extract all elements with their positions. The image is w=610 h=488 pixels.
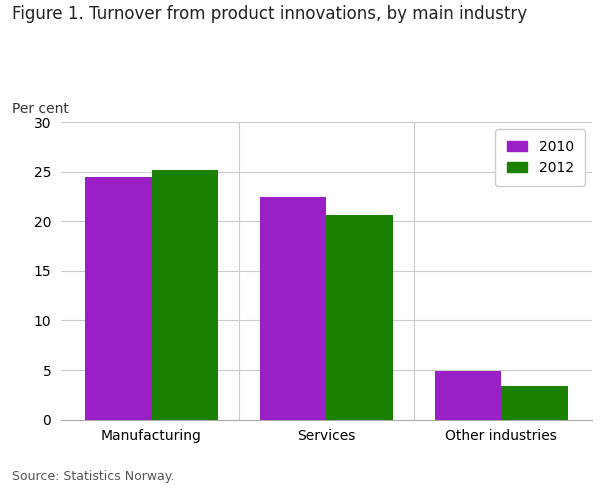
Bar bbox=[151, 170, 218, 420]
Bar bbox=[260, 198, 326, 420]
Bar bbox=[85, 177, 151, 420]
Text: Source: Statistics Norway.: Source: Statistics Norway. bbox=[12, 470, 174, 483]
Bar bbox=[435, 371, 501, 420]
Bar bbox=[326, 215, 393, 420]
Text: Per cent: Per cent bbox=[12, 102, 69, 117]
Bar bbox=[501, 386, 567, 420]
Legend: 2010, 2012: 2010, 2012 bbox=[495, 129, 585, 186]
Text: Figure 1. Turnover from product innovations, by main industry: Figure 1. Turnover from product innovati… bbox=[12, 5, 527, 23]
